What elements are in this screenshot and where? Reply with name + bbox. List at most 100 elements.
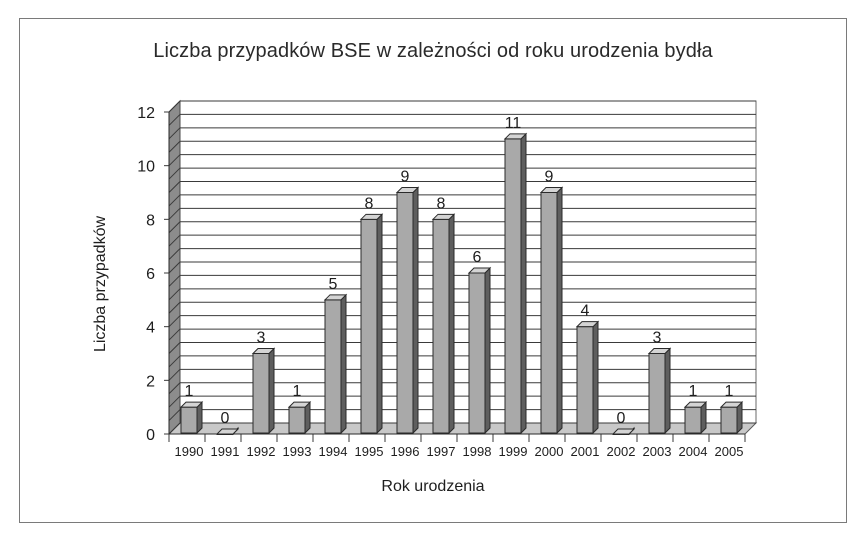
bar <box>180 406 198 434</box>
data-label: 6 <box>473 249 482 266</box>
x-axis-label: Rok urodzenia <box>381 478 485 495</box>
chart-title: Liczba przypadków BSE w zależności od ro… <box>153 40 713 62</box>
x-tick-label: 1995 <box>355 444 384 459</box>
bar-side <box>520 132 527 435</box>
data-label: 4 <box>581 303 590 320</box>
bar-side <box>448 213 455 435</box>
bar-top <box>539 187 564 193</box>
data-label: 8 <box>437 195 446 212</box>
x-tick-label: 2002 <box>607 444 636 459</box>
gridline-side <box>168 114 181 126</box>
bar-side <box>664 347 671 435</box>
gridline-side <box>168 234 181 247</box>
x-tick-label: 2004 <box>679 444 708 459</box>
gridline-side <box>168 181 181 193</box>
bar-side <box>376 213 383 435</box>
x-tick-label: 2003 <box>643 444 672 459</box>
data-label: 9 <box>545 169 554 186</box>
x-tick-label: 1993 <box>283 444 312 459</box>
bar-top <box>251 348 276 354</box>
y-tick-label: 0 <box>146 427 155 444</box>
bar-side <box>340 293 347 435</box>
gridline-side <box>168 355 181 368</box>
x-tick-label: 1997 <box>427 444 456 459</box>
bar-top <box>323 294 348 301</box>
data-label: 0 <box>617 410 626 427</box>
gridline-side <box>168 154 181 167</box>
gridline-side <box>168 167 181 180</box>
x-tick-label: 1992 <box>247 444 276 459</box>
bar <box>324 299 342 434</box>
gridline-side <box>168 301 181 314</box>
bar <box>684 406 702 434</box>
x-tick-label: 2001 <box>571 444 600 459</box>
bar <box>360 218 378 434</box>
x-tick-label: 1998 <box>463 444 492 459</box>
gridline-side <box>168 275 181 287</box>
bar-side <box>592 320 599 435</box>
bar <box>252 353 270 434</box>
gridline-side <box>168 409 181 421</box>
x-tick-label: 2000 <box>535 444 564 459</box>
gridline-side <box>168 140 181 153</box>
bar <box>432 218 450 434</box>
x-tick-label: 1994 <box>319 444 348 459</box>
y-tick-label: 8 <box>146 212 155 229</box>
gridline-side <box>168 221 181 234</box>
y-tick-label: 2 <box>146 373 155 390</box>
bar <box>288 406 306 434</box>
bar-top <box>719 401 744 408</box>
data-label: 11 <box>505 115 522 132</box>
gridline-side <box>168 315 181 328</box>
data-label: 3 <box>257 330 266 347</box>
gridline-side <box>168 100 181 113</box>
bar-side <box>556 186 563 435</box>
gridline-side <box>168 368 181 381</box>
data-label: 1 <box>185 383 194 400</box>
bar-top <box>575 321 600 328</box>
data-label: 8 <box>365 195 374 212</box>
gridline-side <box>168 261 181 274</box>
data-label: 1 <box>293 383 302 400</box>
gridline-side <box>168 422 181 435</box>
bar-top <box>647 348 672 354</box>
gridline-side <box>168 328 181 341</box>
y-tick-label: 10 <box>137 159 155 176</box>
x-tick-label: 2005 <box>715 444 744 459</box>
bar-top <box>359 213 384 220</box>
bar-top <box>683 401 708 408</box>
bar-side <box>268 347 275 435</box>
bar <box>396 192 414 434</box>
gridline-side <box>168 127 181 140</box>
data-label: 1 <box>725 383 734 400</box>
bar-top <box>431 213 456 220</box>
bar-top <box>395 187 420 193</box>
gridline-side <box>168 207 181 220</box>
gridline-side <box>168 382 181 395</box>
bar <box>720 406 738 434</box>
bar <box>648 353 666 434</box>
bar <box>540 192 558 434</box>
data-label: 9 <box>401 169 410 186</box>
x-tick-label: 1991 <box>211 444 240 459</box>
bar-top <box>287 401 312 408</box>
gridline-side <box>168 342 181 354</box>
gridline-side <box>168 248 181 260</box>
data-label: 3 <box>653 330 662 347</box>
bar-top <box>503 133 528 140</box>
bar <box>576 326 594 434</box>
bar <box>468 272 486 434</box>
y-tick-label: 4 <box>146 320 155 337</box>
x-tick-label: 1996 <box>391 444 420 459</box>
data-label: 1 <box>689 383 698 400</box>
data-label: 5 <box>329 276 338 293</box>
data-label: 0 <box>221 410 230 427</box>
bar <box>504 138 522 434</box>
bar-top <box>467 267 492 274</box>
bar-side <box>484 266 491 435</box>
bar-side <box>412 186 419 435</box>
bar-top <box>179 401 204 408</box>
y-tick-label: 12 <box>137 105 155 122</box>
gridline-side <box>168 288 181 301</box>
